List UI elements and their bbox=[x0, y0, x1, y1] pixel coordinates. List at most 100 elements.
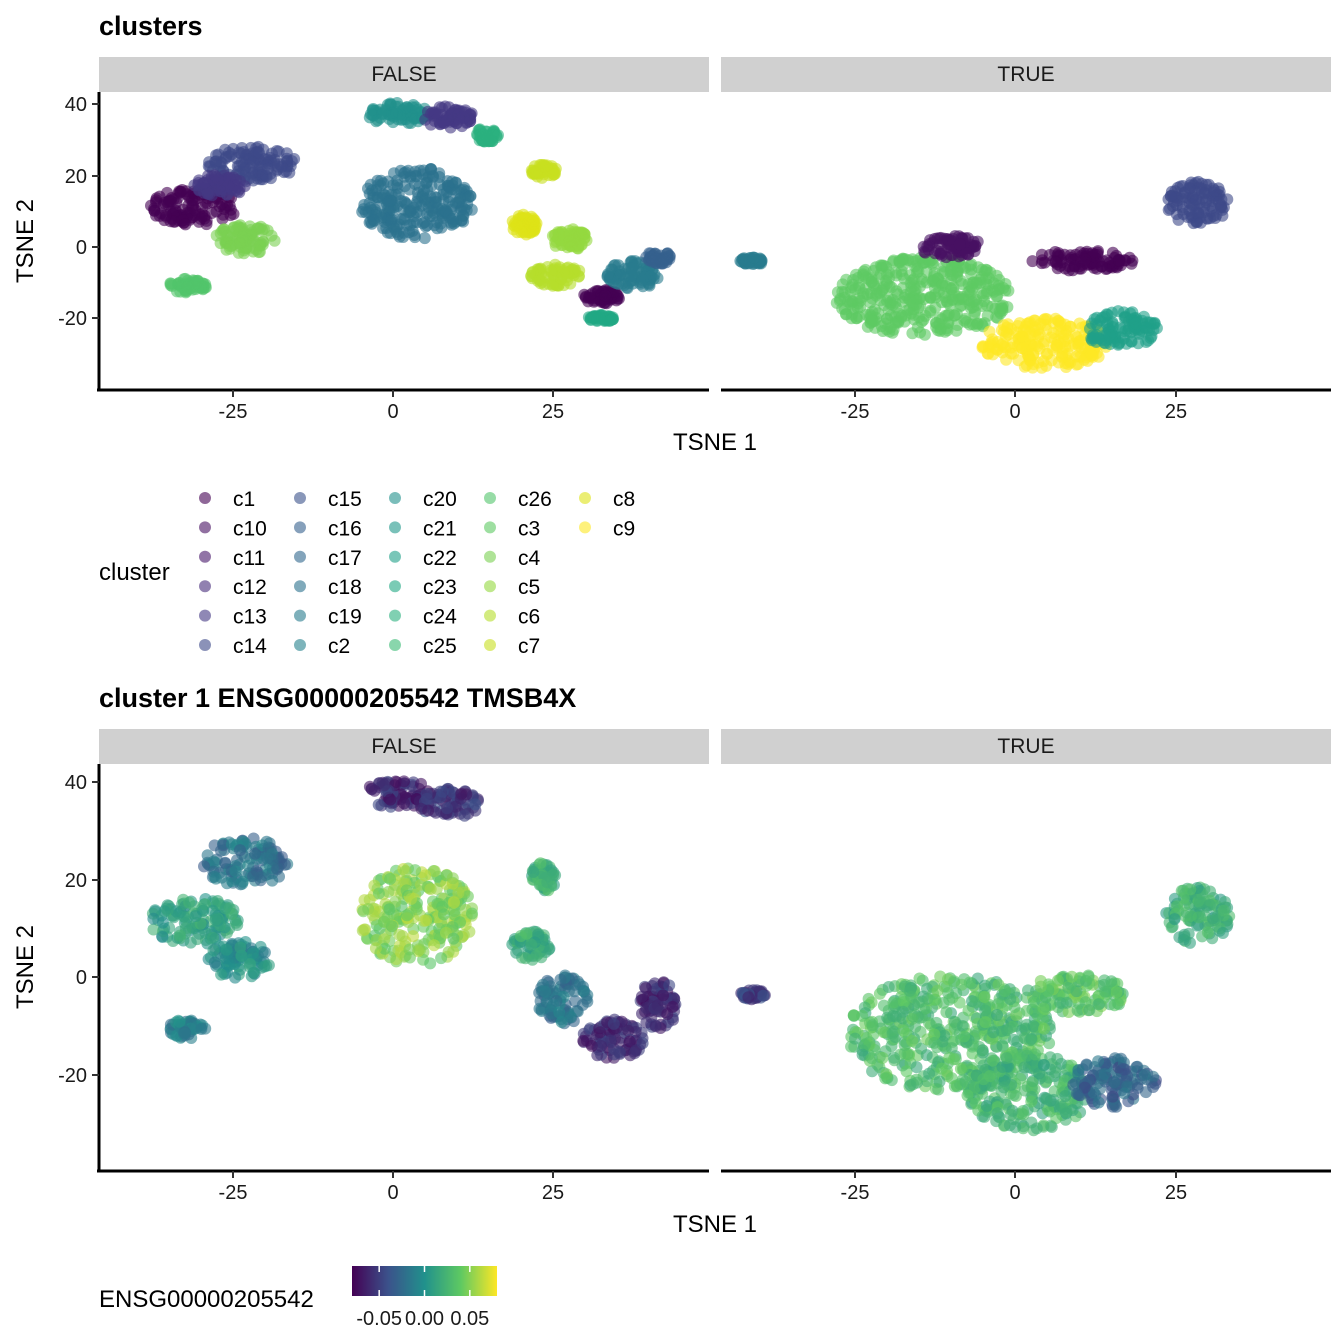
scatter-point bbox=[907, 1078, 920, 1091]
scatter-point bbox=[1066, 264, 1079, 277]
scatter-point bbox=[422, 105, 434, 118]
scatter-point bbox=[1040, 348, 1053, 361]
scatter-point bbox=[209, 856, 222, 869]
scatter-point bbox=[167, 215, 180, 228]
y-tick-label: -20 bbox=[58, 308, 87, 330]
scatter-point bbox=[247, 870, 260, 883]
scatter-point bbox=[1090, 318, 1103, 331]
scatter-point bbox=[939, 280, 952, 293]
scatter-point bbox=[165, 277, 177, 290]
y-axis-title: TSNE 2 bbox=[12, 925, 39, 1009]
scatter-point bbox=[270, 145, 283, 157]
scatter-point bbox=[534, 857, 547, 870]
scatter-point bbox=[576, 998, 589, 1011]
scatter-point bbox=[573, 978, 586, 991]
scatter-point bbox=[1217, 904, 1230, 917]
scatter-point bbox=[391, 174, 404, 187]
scatter-point bbox=[261, 852, 274, 865]
scatter-point bbox=[533, 1002, 546, 1015]
scatter-point bbox=[849, 1032, 861, 1045]
scatter-point bbox=[850, 312, 863, 325]
scatter-point bbox=[1213, 196, 1225, 209]
scatter-point bbox=[514, 930, 527, 942]
scatter-point bbox=[436, 900, 449, 913]
scatter-point bbox=[265, 229, 278, 242]
scatter-point bbox=[215, 197, 228, 210]
scatter-point bbox=[1147, 1081, 1160, 1093]
scatter-point bbox=[219, 902, 232, 915]
scatter-point bbox=[1004, 1108, 1017, 1121]
scatter-point bbox=[170, 905, 183, 918]
scatter-point bbox=[1040, 1093, 1053, 1106]
scatter-point bbox=[1059, 1090, 1072, 1102]
scatter-point bbox=[911, 262, 924, 275]
scatter-point bbox=[1083, 1004, 1096, 1017]
scatter-point bbox=[189, 910, 202, 922]
scatter-point bbox=[262, 162, 274, 175]
scatter-point bbox=[956, 291, 969, 303]
scatter-point bbox=[359, 206, 372, 219]
scatter-point bbox=[428, 865, 441, 878]
x-tick-label: -25 bbox=[219, 1182, 248, 1204]
scatter-point bbox=[219, 856, 232, 869]
scatter-point bbox=[949, 1016, 961, 1028]
legend-key bbox=[199, 550, 211, 563]
scatter-point bbox=[1193, 896, 1206, 909]
legend-key bbox=[199, 492, 211, 504]
scatter-point bbox=[1095, 260, 1108, 273]
colorbar-title: ENSG00000205542 bbox=[99, 1286, 314, 1313]
scatter-point bbox=[1200, 196, 1212, 209]
scatter-point bbox=[901, 1048, 914, 1060]
scatter-point bbox=[960, 247, 973, 260]
scatter-point bbox=[448, 905, 461, 917]
scatter-point bbox=[857, 265, 870, 278]
scatter-point bbox=[921, 240, 934, 253]
scatter-point bbox=[564, 1011, 577, 1023]
scatter-point bbox=[940, 1006, 953, 1019]
x-tick-label: 25 bbox=[1165, 1182, 1187, 1204]
scatter-point bbox=[492, 129, 504, 142]
scatter-point bbox=[212, 148, 225, 161]
scatter-point bbox=[587, 310, 600, 323]
scatter-point bbox=[415, 802, 428, 815]
scatter-point bbox=[757, 989, 770, 1002]
scatter-point bbox=[880, 323, 893, 336]
scatter-point bbox=[525, 938, 538, 951]
legend-key bbox=[199, 521, 211, 534]
scatter-point bbox=[548, 275, 561, 288]
scatter-point bbox=[1020, 359, 1033, 372]
scatter-point bbox=[541, 876, 554, 889]
scatter-point bbox=[372, 798, 385, 811]
scatter-point bbox=[578, 227, 590, 240]
scatter-point bbox=[550, 265, 563, 278]
scatter-point bbox=[629, 1044, 642, 1057]
scatter-point bbox=[399, 166, 412, 179]
scatter-point bbox=[885, 281, 898, 294]
scatter-point bbox=[1140, 336, 1153, 348]
scatter-point bbox=[1138, 1068, 1151, 1081]
scatter-point bbox=[183, 896, 196, 909]
legend-key bbox=[199, 639, 211, 651]
x-tick-label: 0 bbox=[387, 1182, 398, 1204]
scatter-point bbox=[455, 214, 468, 227]
scatter-point bbox=[887, 996, 900, 1009]
scatter-point bbox=[526, 215, 539, 228]
scatter-point bbox=[211, 895, 224, 907]
scatter-point bbox=[1082, 970, 1095, 983]
scatter-point bbox=[583, 289, 596, 302]
scatter-point bbox=[996, 337, 1009, 350]
scatter-point bbox=[560, 266, 573, 279]
scatter-point bbox=[226, 875, 239, 887]
scatter-point bbox=[661, 1008, 674, 1021]
scatter-point bbox=[526, 266, 539, 279]
scatter-point bbox=[448, 896, 460, 909]
facet-label-true: TRUE bbox=[997, 735, 1054, 758]
scatter-point bbox=[378, 942, 391, 955]
scatter-point bbox=[378, 933, 391, 946]
scatter-point bbox=[1183, 182, 1196, 194]
scatter-point bbox=[1060, 1106, 1073, 1118]
scatter-point bbox=[446, 872, 459, 885]
scatter-point bbox=[991, 1009, 1003, 1021]
colorbar-tick-label: -0.05 bbox=[356, 1308, 402, 1330]
scatter-point bbox=[393, 928, 406, 941]
